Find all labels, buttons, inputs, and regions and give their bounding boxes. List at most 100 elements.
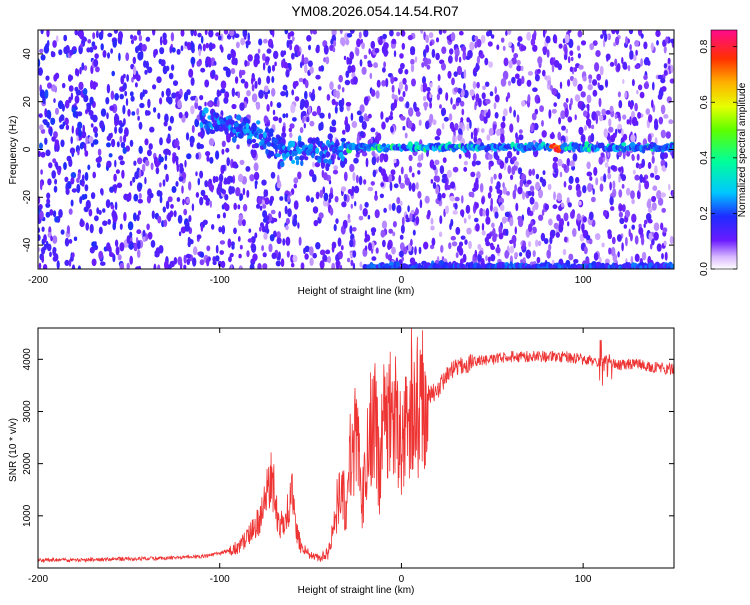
noise-cell: [262, 263, 268, 269]
noise-cell: [173, 210, 177, 218]
noise-cell: [506, 191, 510, 196]
signal-cell: [233, 122, 240, 128]
noise-cell: [412, 229, 416, 236]
noise-cell: [358, 175, 363, 186]
noise-cell: [195, 152, 199, 160]
noise-cell: [617, 123, 623, 130]
noise-cell: [443, 116, 449, 122]
noise-cell: [551, 229, 556, 237]
noise-cell: [663, 63, 668, 69]
noise-cell: [48, 162, 53, 169]
noise-cell: [401, 42, 405, 50]
noise-cell: [380, 111, 384, 120]
noise-cell: [475, 93, 480, 103]
noise-cell: [616, 234, 622, 242]
noise-cell: [254, 182, 258, 190]
noise-cell: [178, 176, 184, 182]
noise-cell: [419, 199, 423, 209]
noise-cell: [622, 61, 628, 70]
noise-cell: [78, 30, 84, 40]
noise-cell: [407, 205, 410, 213]
noise-cell: [520, 45, 527, 51]
noise-cell: [206, 257, 210, 267]
noise-cell: [261, 196, 266, 201]
noise-cell: [91, 241, 97, 248]
noise-cell: [90, 123, 94, 128]
noise-cell: [85, 136, 89, 145]
noise-cell: [582, 76, 587, 82]
noise-cell: [474, 249, 478, 258]
noise-cell: [193, 30, 197, 37]
noise-cell: [318, 66, 322, 72]
noise-cell: [278, 117, 282, 124]
noise-cell: [39, 124, 44, 131]
noise-cell: [509, 123, 514, 133]
noise-cell: [194, 118, 200, 128]
noise-cell: [393, 183, 399, 189]
noise-cell: [526, 179, 532, 185]
noise-cell: [303, 123, 306, 129]
noise-cell: [491, 222, 495, 229]
noise-cell: [634, 235, 639, 245]
noise-cell: [186, 89, 191, 96]
noise-cell: [411, 182, 416, 192]
noise-cell: [254, 232, 258, 239]
noise-cell: [415, 216, 420, 225]
noise-cell: [446, 35, 451, 41]
noise-cell: [38, 204, 43, 210]
noise-cell: [106, 112, 109, 120]
noise-cell: [216, 214, 221, 219]
noise-cell: [478, 250, 484, 256]
noise-cell: [635, 162, 640, 169]
noise-cell: [492, 234, 497, 243]
noise-cell: [176, 163, 180, 173]
snr-series: [38, 328, 674, 564]
noise-cell: [39, 210, 44, 220]
noise-cell: [239, 159, 245, 165]
noise-cell: [474, 101, 478, 107]
colorbar-label: Normalized spectral amplitude: [737, 82, 748, 217]
noise-cell: [106, 135, 112, 141]
noise-cell: [216, 98, 220, 108]
noise-cell: [129, 231, 133, 238]
noise-cell: [312, 111, 317, 117]
noise-cell: [188, 181, 192, 191]
noise-cell: [598, 114, 604, 122]
noise-cell: [529, 185, 535, 192]
noise-cell: [612, 132, 617, 139]
noise-cell: [157, 215, 162, 224]
noise-cell: [304, 90, 308, 100]
noise-cell: [286, 250, 290, 258]
noise-cell: [460, 89, 465, 98]
noise-cell: [588, 211, 594, 221]
noise-cell: [200, 67, 206, 73]
noise-cell: [448, 242, 452, 250]
noise-cell: [222, 189, 226, 195]
noise-cell: [471, 160, 476, 167]
noise-cell: [328, 192, 334, 200]
noise-cell: [435, 185, 440, 195]
noise-cell: [155, 167, 160, 175]
noise-cell: [309, 120, 315, 127]
noise-cell: [143, 89, 148, 95]
noise-cell: [503, 57, 509, 67]
noise-cell: [86, 47, 91, 53]
noise-cell: [133, 35, 138, 41]
noise-cell: [624, 209, 631, 218]
noise-cell: [156, 76, 162, 84]
noise-cell: [123, 193, 129, 201]
noise-cell: [399, 53, 404, 59]
noise-cell: [100, 261, 106, 266]
noise-cell: [323, 45, 329, 55]
noise-cell: [189, 41, 195, 51]
noise-cell: [622, 133, 628, 141]
noise-cell: [388, 174, 393, 184]
noise-cell: [276, 231, 281, 240]
noise-cell: [363, 179, 367, 185]
signal-cell: [203, 107, 209, 114]
noise-cell: [595, 114, 599, 125]
noise-cell: [152, 30, 156, 36]
noise-cell: [231, 57, 237, 65]
noise-cell: [147, 66, 153, 74]
noise-cell: [499, 204, 505, 212]
